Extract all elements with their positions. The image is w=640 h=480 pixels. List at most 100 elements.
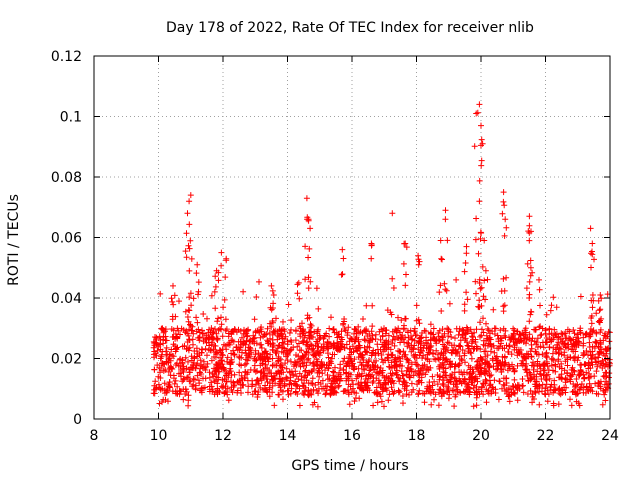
data-point (255, 378, 261, 384)
data-point (228, 329, 235, 335)
data-point (355, 354, 362, 361)
data-point (544, 339, 551, 346)
data-point (485, 327, 492, 334)
data-point (159, 385, 166, 392)
data-point (372, 349, 379, 356)
data-point (204, 352, 210, 359)
data-point (169, 316, 176, 323)
data-point (401, 240, 408, 247)
data-point (276, 371, 283, 378)
data-point (491, 377, 498, 384)
data-point (573, 398, 580, 405)
data-point (421, 399, 428, 406)
data-point (378, 398, 385, 405)
data-point (165, 381, 172, 388)
data-point (587, 225, 594, 232)
data-point (231, 326, 238, 333)
data-point (491, 325, 498, 332)
data-point (524, 366, 531, 373)
data-point (369, 302, 376, 309)
data-point (484, 358, 491, 365)
data-point (165, 368, 172, 375)
data-point (476, 280, 483, 286)
data-point (593, 310, 600, 317)
data-point (248, 349, 255, 356)
data-point (506, 363, 513, 370)
data-point (374, 399, 381, 406)
data-point (323, 387, 330, 394)
data-point (315, 326, 322, 333)
data-point (599, 401, 606, 408)
data-point (463, 289, 470, 296)
data-point (595, 351, 602, 358)
data-point (410, 372, 417, 379)
data-point (431, 396, 437, 403)
data-point (242, 350, 249, 357)
data-point (186, 307, 193, 314)
data-point (186, 267, 193, 274)
data-point (537, 343, 544, 350)
data-point (231, 371, 238, 378)
data-point (501, 345, 508, 352)
data-point (476, 297, 483, 304)
data-point (426, 344, 433, 351)
data-point (537, 323, 544, 330)
data-point (465, 362, 472, 369)
data-point (213, 335, 220, 342)
data-point (327, 358, 334, 365)
data-point (335, 331, 342, 338)
data-point (218, 262, 225, 269)
data-point (196, 335, 203, 341)
data-point (361, 344, 368, 351)
data-point (305, 285, 312, 292)
data-point (369, 323, 376, 330)
data-point (505, 348, 511, 355)
data-point (423, 367, 430, 374)
data-point (268, 323, 275, 330)
data-point (324, 372, 331, 378)
data-point (277, 362, 284, 369)
data-point (194, 372, 201, 379)
data-point (366, 367, 373, 374)
data-point (449, 387, 456, 394)
data-point (198, 349, 205, 356)
data-point (527, 311, 534, 318)
data-point (442, 365, 449, 372)
data-point (462, 337, 468, 344)
data-point (473, 345, 480, 352)
data-point (459, 347, 466, 353)
data-point (458, 369, 465, 376)
data-point (250, 332, 257, 339)
data-point (577, 293, 584, 300)
data-point (350, 381, 357, 388)
data-point (315, 305, 322, 312)
data-point (461, 376, 468, 383)
data-point (442, 286, 449, 293)
x-tick-label: 14 (279, 428, 297, 444)
data-point (271, 402, 278, 409)
data-point (440, 341, 446, 348)
data-point (456, 353, 463, 359)
data-point (207, 347, 214, 354)
data-point (170, 282, 176, 289)
data-point (337, 346, 344, 353)
data-point (463, 250, 470, 257)
data-point (484, 352, 491, 359)
data-point (526, 222, 533, 229)
data-point (537, 371, 544, 378)
data-point (533, 341, 540, 348)
data-point (543, 372, 550, 379)
data-point (190, 295, 197, 302)
data-point (197, 357, 204, 364)
data-point (473, 402, 480, 409)
data-point (302, 243, 309, 250)
data-point (571, 330, 578, 337)
data-point (474, 109, 481, 116)
data-point (548, 355, 555, 362)
data-point (600, 373, 607, 380)
data-point (490, 306, 497, 313)
data-point (527, 272, 534, 279)
data-point (188, 255, 195, 262)
data-point (231, 381, 238, 387)
data-point (163, 344, 170, 351)
